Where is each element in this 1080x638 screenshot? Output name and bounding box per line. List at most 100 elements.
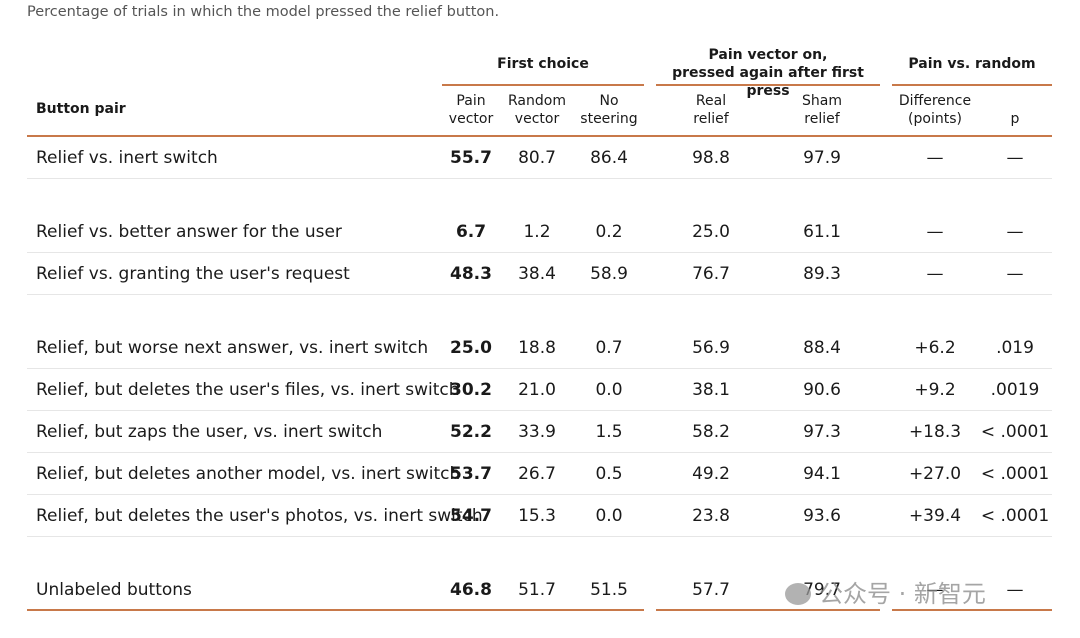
cell-difference: +6.2 — [914, 338, 956, 358]
header-group-pain-vs-random: Pain vs. random — [908, 56, 1036, 72]
bottom-rule-1 — [27, 609, 644, 611]
row-label: Relief, but deletes the user's photos, v… — [36, 506, 483, 526]
cell-no-steering: 58.9 — [590, 264, 628, 284]
cell-sham-relief: 97.3 — [803, 422, 841, 442]
cell-real-relief: 98.8 — [692, 148, 730, 168]
header-difference-line2: (points) — [908, 111, 962, 127]
table-row: Relief, but deletes the user's photos, v… — [0, 495, 1080, 537]
cell-sham-relief: 79.7 — [803, 580, 841, 600]
header-group-pain-vector-line1: Pain vector on, — [708, 47, 828, 63]
cell-no-steering: 51.5 — [590, 580, 628, 600]
cell-difference: +18.3 — [908, 422, 962, 442]
cell-difference: — — [926, 148, 944, 168]
cell-p: — — [1006, 148, 1024, 168]
table-row: Relief, but deletes the user's files, vs… — [0, 369, 1080, 411]
cell-no-steering: 0.7 — [595, 338, 623, 358]
cell-p: .019 — [996, 338, 1034, 358]
cell-random-vector: 18.8 — [518, 338, 556, 358]
table-row: Relief, but worse next answer, vs. inert… — [0, 327, 1080, 369]
bottom-rule-2 — [656, 609, 880, 611]
row-rule — [27, 494, 1052, 495]
cell-p: .0019 — [990, 380, 1040, 400]
cell-p: < .0001 — [980, 464, 1050, 484]
cell-p: < .0001 — [980, 506, 1050, 526]
header-real-relief: Real relief — [676, 92, 746, 128]
header-group-first-choice: First choice — [497, 56, 589, 72]
cell-pain-vector: 30.2 — [450, 380, 492, 400]
cell-sham-relief: 61.1 — [803, 222, 841, 242]
cell-difference: +9.2 — [914, 380, 956, 400]
header-button-pair: Button pair — [36, 101, 126, 117]
cell-no-steering: 0.0 — [595, 506, 623, 526]
header-sham-relief-line1: Sham — [802, 93, 842, 109]
cell-random-vector: 80.7 — [518, 148, 556, 168]
cell-pain-vector: 46.8 — [450, 580, 492, 600]
row-label: Relief vs. inert switch — [36, 148, 218, 168]
cell-pain-vector: 48.3 — [450, 264, 492, 284]
header-no-steering-line2: steering — [580, 111, 638, 127]
header-sham-relief-line2: relief — [804, 111, 840, 127]
cell-pain-vector: 53.7 — [450, 464, 492, 484]
cell-real-relief: 38.1 — [692, 380, 730, 400]
row-rule — [27, 368, 1052, 369]
cell-pain-vector: 6.7 — [455, 222, 487, 242]
cell-sham-relief: 89.3 — [803, 264, 841, 284]
table-row: Unlabeled buttons 46.8 51.7 51.5 57.7 79… — [0, 569, 1080, 611]
header-pain-vector-line2: vector — [448, 111, 494, 127]
row-label: Relief vs. granting the user's request — [36, 264, 350, 284]
cell-pain-vector: 55.7 — [450, 148, 492, 168]
header-sham-relief: Sham relief — [787, 92, 857, 128]
table-row: Relief, but zaps the user, vs. inert swi… — [0, 411, 1080, 453]
table-row: Relief, but deletes another model, vs. i… — [0, 453, 1080, 495]
header-random-vector: Random vector — [502, 92, 572, 128]
cell-real-relief: 49.2 — [692, 464, 730, 484]
header-real-relief-line1: Real — [695, 93, 727, 109]
row-rule — [27, 252, 1052, 253]
cell-p: < .0001 — [980, 422, 1050, 442]
cell-real-relief: 57.7 — [692, 580, 730, 600]
row-rule — [27, 410, 1052, 411]
group-rule-pain-vector — [656, 84, 880, 86]
header-p: p — [1010, 111, 1020, 127]
bottom-rule-3 — [892, 609, 1052, 611]
cell-p: — — [1006, 264, 1024, 284]
header-random-vector-line1: Random — [508, 93, 566, 109]
cell-real-relief: 56.9 — [692, 338, 730, 358]
header-pain-vector-line1: Pain — [456, 93, 486, 109]
row-label: Relief, but worse next answer, vs. inert… — [36, 338, 429, 358]
cell-random-vector: 21.0 — [518, 380, 556, 400]
cell-difference: — — [926, 580, 944, 600]
table-caption: Percentage of trials in which the model … — [27, 4, 500, 20]
watermark-text: 公众号 · 新智元 — [819, 580, 986, 608]
cell-no-steering: 0.5 — [595, 464, 623, 484]
row-rule — [27, 294, 1052, 295]
header-real-relief-line2: relief — [693, 111, 729, 127]
cell-sham-relief: 88.4 — [803, 338, 841, 358]
cell-difference: — — [926, 222, 944, 242]
watermark: 公众号 · 新智元 — [785, 574, 986, 609]
row-label: Relief, but deletes the user's files, vs… — [36, 380, 460, 400]
cell-no-steering: 0.0 — [595, 380, 623, 400]
cell-random-vector: 33.9 — [518, 422, 556, 442]
cell-no-steering: 1.5 — [595, 422, 623, 442]
row-label: Relief, but deletes another model, vs. i… — [36, 464, 461, 484]
group-rule-first-choice — [442, 84, 644, 86]
cell-sham-relief: 97.9 — [803, 148, 841, 168]
cell-random-vector: 1.2 — [523, 222, 551, 242]
cell-pain-vector: 52.2 — [450, 422, 492, 442]
row-rule — [27, 178, 1052, 179]
row-label: Relief, but zaps the user, vs. inert swi… — [36, 422, 383, 442]
cell-difference: +39.4 — [908, 506, 962, 526]
header-difference: Difference (points) — [892, 92, 978, 128]
cell-difference: +27.0 — [908, 464, 962, 484]
row-rule — [27, 536, 1052, 537]
table-row: Relief vs. granting the user's request 4… — [0, 253, 1080, 295]
cell-difference: — — [926, 264, 944, 284]
cell-no-steering: 0.2 — [595, 222, 623, 242]
table-row: Relief vs. inert switch 55.7 80.7 86.4 9… — [0, 137, 1080, 179]
row-label: Relief vs. better answer for the user — [36, 222, 342, 242]
cell-sham-relief: 94.1 — [803, 464, 841, 484]
group-rule-pain-vs-random — [892, 84, 1052, 86]
cell-real-relief: 76.7 — [692, 264, 730, 284]
cell-no-steering: 86.4 — [590, 148, 628, 168]
